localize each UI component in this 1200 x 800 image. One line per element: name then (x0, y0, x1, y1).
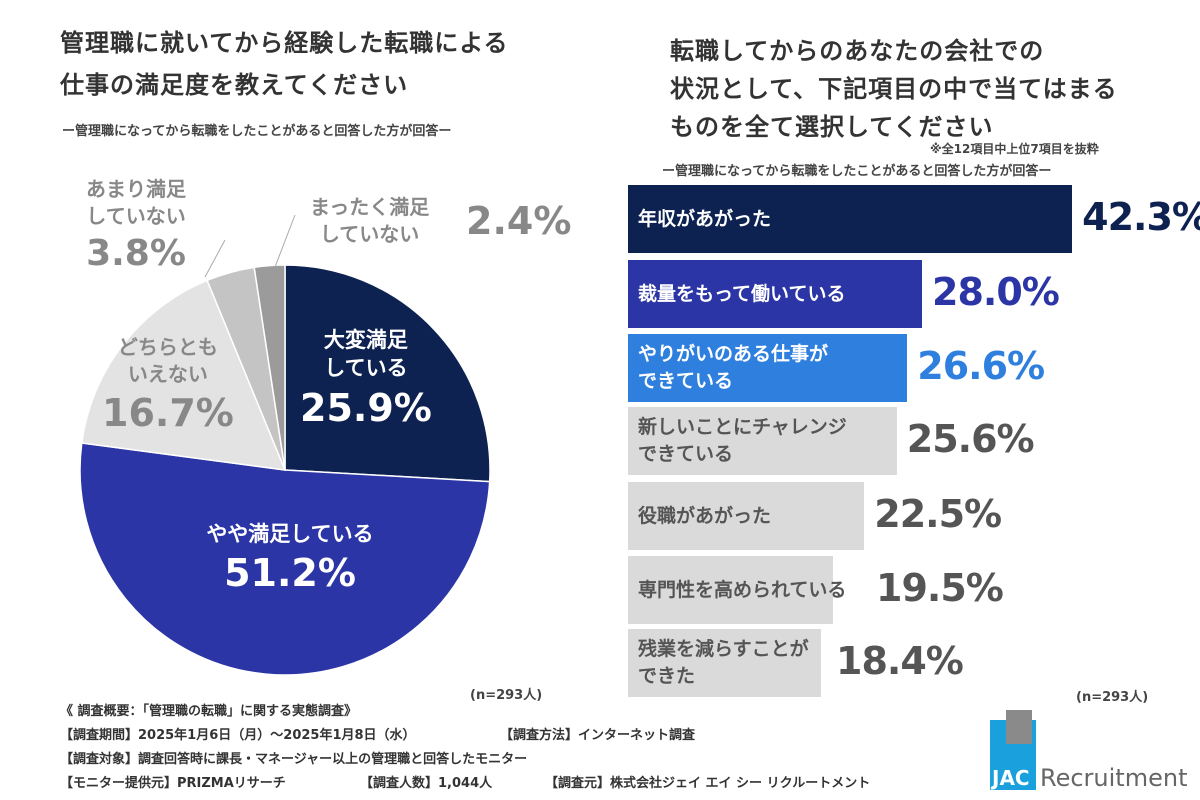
footer-source: 【調査元】株式会社ジェイ エイ シー リクルートメント (545, 776, 871, 791)
pie-slice (79, 442, 491, 676)
bar-category-label: やりがいのある仕事が できている (638, 343, 829, 392)
bar: 役職があがった (628, 482, 865, 550)
pie-slice (284, 264, 491, 483)
bar: 年収があがった (628, 185, 1073, 253)
bar-value-label: 25.6% (906, 417, 1035, 461)
pie-title-line2: 仕事の満足度を教えてください (60, 71, 409, 99)
pie-label-neutral: どちらとも いえない 16.7% (102, 335, 234, 435)
bar: 残業を減らすことが できた (628, 629, 822, 697)
bar-value-label: 26.6% (917, 344, 1045, 388)
bar-value-label: 19.5% (876, 566, 1004, 610)
bar: 裁量をもって働いている (628, 260, 922, 328)
bar-category-label: 役職があがった (638, 504, 772, 527)
bar-value-label: 18.4% (836, 639, 964, 683)
pie-chart (79, 214, 491, 676)
footer-method: 【調査方法】インターネット調査 (500, 728, 696, 743)
bar-title-line2: 状況として、下記項目の中で当てはまる (670, 75, 1118, 103)
bar: やりがいのある仕事が できている (628, 334, 908, 402)
bar-value-label: 42.3% (1082, 195, 1200, 239)
bar-subtitle: ー管理職になってから転職をしたことがあると回答した方が回答ー (662, 164, 1052, 179)
pie-slice (80, 279, 287, 471)
pie-label-very-satisfied: 大変満足 している 25.9% (300, 328, 432, 430)
bar-category-label: 年収があがった (638, 207, 772, 230)
bar-note: ※全12項目中上位7項目を抜粋 (930, 142, 1099, 156)
bar-category-label: 裁量をもって働いている (638, 282, 846, 305)
footer-summary: 《 調査概要：「管理職の転職」に関する実態調査》 (60, 704, 358, 719)
pie-slice (253, 264, 286, 471)
bar-category-label: 専門性を高められている (638, 578, 847, 601)
pie-label-not-satisfied: まったく満足 していない (310, 195, 430, 246)
pie-title-line1: 管理職に就いてから経験した転職による (60, 29, 509, 57)
pie-subtitle: ー管理職になってから転職をしたことがあると回答した方が回答ー (62, 124, 452, 139)
bar-value-label: 22.5% (874, 492, 1002, 536)
bar: 新しいことにチャレンジ できている (628, 407, 897, 475)
pie-sample-size: (n=293人) (470, 688, 543, 703)
leader-line (204, 214, 296, 278)
bar-category-label: 新しいことにチャレンジ できている (638, 416, 847, 465)
bar-value-label: 28.0% (932, 270, 1060, 314)
bar-category-label: 残業を減らすことが できた (638, 638, 809, 687)
bar-title-line1: 転職してからのあなたの会社での (670, 37, 1045, 65)
pie-label-not-very-satisfied: あまり満足 していない 3.8% (86, 177, 186, 274)
bar-title-line3: ものを全て選択してください (670, 113, 994, 141)
pie-value-not-satisfied: 2.4% (466, 199, 572, 243)
jac-logo-text: JAC (992, 766, 1030, 790)
jac-logo-mark: JAC (990, 710, 1036, 790)
footer-provider: 【モニター提供元】PRIZMAリサーチ (60, 776, 286, 791)
bar: 専門性を高められている (628, 556, 846, 624)
bar-sample-size: (n=293人) (1076, 690, 1149, 705)
recruitment-logo-text: Recruitment (1040, 764, 1188, 792)
footer-period: 【調査期間】2025年1月6日（月）～2025年1月8日（水） (60, 728, 416, 743)
pie-label-somewhat-satisfied: やや満足している 51.2% (206, 522, 374, 596)
footer-target: 【調査対象】調査回答時に課長・マネージャー以上の管理職と回答したモニター (60, 752, 528, 767)
footer-count: 【調査人数】1,044人 (360, 776, 493, 791)
